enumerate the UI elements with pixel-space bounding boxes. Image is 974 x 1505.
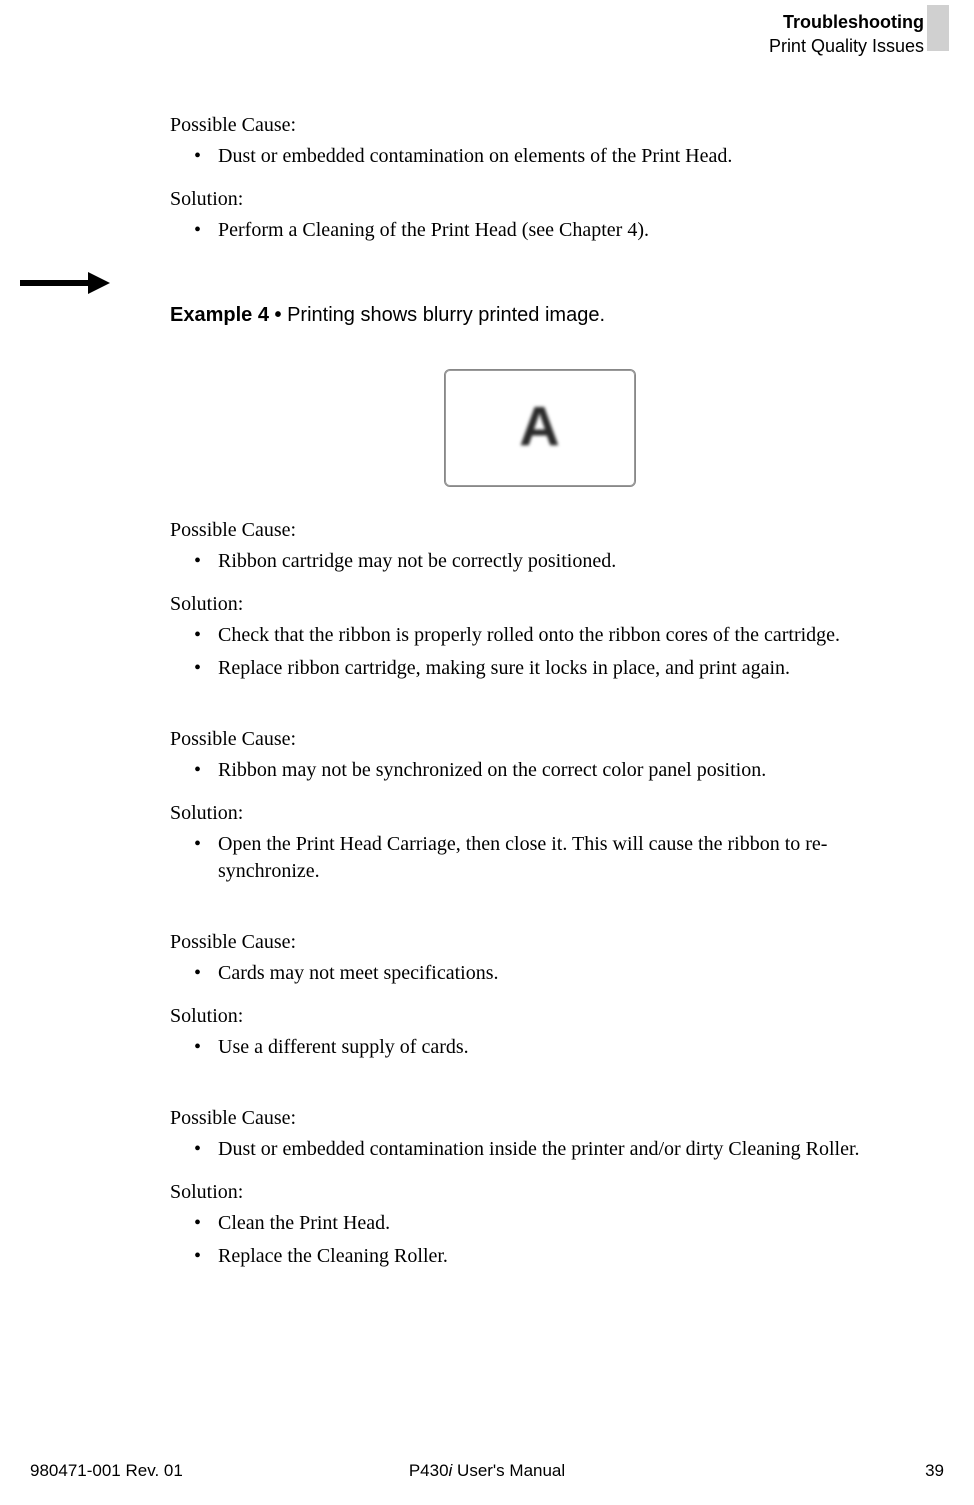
- list-item: Check that the ribbon is properly rolled…: [194, 622, 910, 649]
- footer-page-number: 39: [925, 1460, 944, 1483]
- list-item: Open the Print Head Carriage, then close…: [194, 831, 910, 885]
- cause-list: Dust or embedded contamination inside th…: [170, 1136, 910, 1163]
- page-header: Troubleshooting Print Quality Issues: [769, 10, 924, 59]
- cause-label: Possible Cause:: [170, 929, 910, 956]
- solution-label: Solution:: [170, 800, 910, 827]
- header-chapter: Troubleshooting: [769, 10, 924, 34]
- list-item: Perform a Cleaning of the Print Head (se…: [194, 217, 910, 244]
- header-section: Print Quality Issues: [769, 34, 924, 58]
- example-figure: A: [444, 369, 636, 487]
- list-item: Replace the Cleaning Roller.: [194, 1243, 910, 1270]
- solution-label: Solution:: [170, 1179, 910, 1206]
- solution-list: Clean the Print Head. Replace the Cleani…: [170, 1210, 910, 1270]
- example-text: Printing shows blurry printed image.: [287, 304, 605, 326]
- blurry-letter-icon: A: [519, 389, 560, 465]
- arrow-icon: [20, 272, 110, 294]
- cause-list: Ribbon may not be synchronized on the co…: [170, 757, 910, 784]
- cause-list: Dust or embedded contamination on elemen…: [170, 143, 910, 170]
- page-content: Possible Cause: Dust or embedded contami…: [170, 112, 910, 1286]
- cause-list: Ribbon cartridge may not be correctly po…: [170, 548, 910, 575]
- list-item: Clean the Print Head.: [194, 1210, 910, 1237]
- cause-label: Possible Cause:: [170, 1105, 910, 1132]
- solution-list: Check that the ribbon is properly rolled…: [170, 622, 910, 682]
- solution-label: Solution:: [170, 591, 910, 618]
- cause-label: Possible Cause:: [170, 112, 910, 139]
- solution-list: Perform a Cleaning of the Print Head (se…: [170, 217, 910, 244]
- example-label: Example 4 •: [170, 304, 282, 326]
- footer-model-prefix: P430: [409, 1461, 449, 1480]
- header-tab: [927, 5, 949, 51]
- solution-label: Solution:: [170, 186, 910, 213]
- cause-label: Possible Cause:: [170, 517, 910, 544]
- cause-list: Cards may not meet specifications.: [170, 960, 910, 987]
- solution-label: Solution:: [170, 1003, 910, 1030]
- footer-center: P430i User's Manual: [409, 1460, 565, 1483]
- cause-label: Possible Cause:: [170, 726, 910, 753]
- example-heading: Example 4 • Printing shows blurry printe…: [170, 302, 910, 329]
- list-item: Ribbon may not be synchronized on the co…: [194, 757, 910, 784]
- solution-list: Open the Print Head Carriage, then close…: [170, 831, 910, 885]
- list-item: Dust or embedded contamination on elemen…: [194, 143, 910, 170]
- list-item: Ribbon cartridge may not be correctly po…: [194, 548, 910, 575]
- list-item: Replace ribbon cartridge, making sure it…: [194, 655, 910, 682]
- list-item: Dust or embedded contamination inside th…: [194, 1136, 910, 1163]
- list-item: Use a different supply of cards.: [194, 1034, 910, 1061]
- list-item: Cards may not meet specifications.: [194, 960, 910, 987]
- footer-model-suffix: User's Manual: [452, 1461, 565, 1480]
- solution-list: Use a different supply of cards.: [170, 1034, 910, 1061]
- footer-left: 980471-001 Rev. 01: [30, 1460, 183, 1483]
- page-footer: 980471-001 Rev. 01 P430i User's Manual 3…: [30, 1460, 944, 1483]
